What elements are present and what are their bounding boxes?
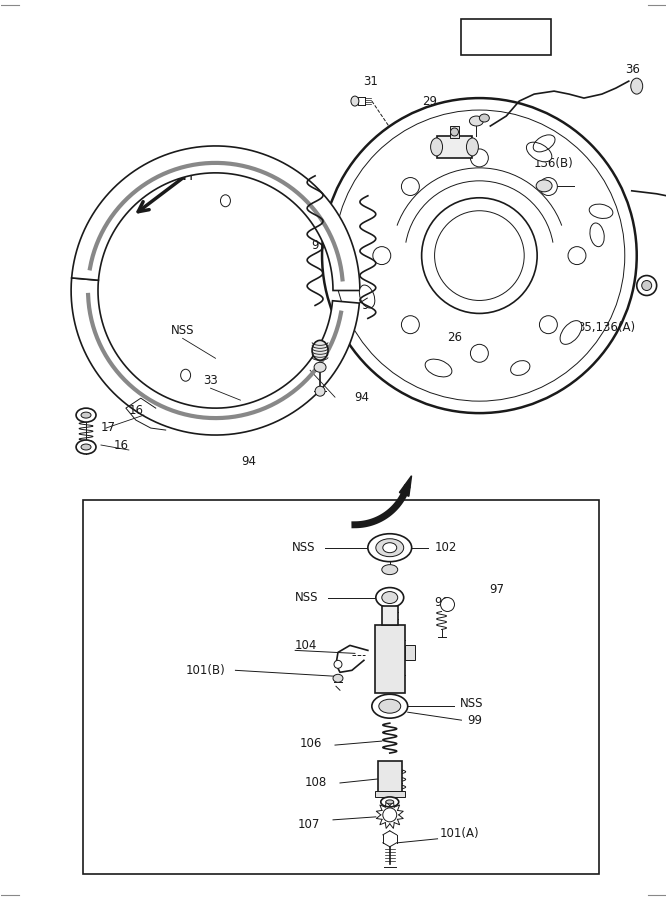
Ellipse shape (540, 316, 558, 334)
Text: NSS: NSS (460, 697, 483, 710)
Ellipse shape (368, 534, 412, 562)
Ellipse shape (470, 148, 488, 166)
Text: 106: 106 (300, 736, 323, 750)
Text: 96: 96 (435, 596, 450, 609)
Ellipse shape (382, 564, 398, 574)
Ellipse shape (351, 96, 359, 106)
Ellipse shape (382, 591, 398, 604)
Ellipse shape (386, 800, 394, 804)
Ellipse shape (333, 674, 343, 682)
Text: NSS: NSS (171, 324, 194, 337)
Text: 16: 16 (128, 403, 143, 417)
Text: 97: 97 (490, 583, 504, 596)
Text: FRONT: FRONT (149, 169, 196, 183)
Text: 31: 31 (364, 75, 378, 87)
Bar (375, 626, 405, 693)
Text: NSS: NSS (291, 541, 315, 554)
Text: 9: 9 (361, 299, 369, 312)
Bar (437, 136, 472, 158)
Polygon shape (400, 476, 412, 496)
Ellipse shape (637, 275, 656, 295)
Bar (462, 19, 551, 55)
Text: 17: 17 (101, 420, 115, 434)
Text: 99: 99 (468, 714, 482, 726)
Ellipse shape (383, 543, 397, 553)
Text: 101(A): 101(A) (440, 827, 479, 841)
Text: 9: 9 (311, 239, 319, 252)
Ellipse shape (402, 316, 420, 334)
Ellipse shape (642, 281, 652, 291)
Polygon shape (71, 278, 360, 435)
Ellipse shape (314, 363, 326, 373)
Ellipse shape (466, 138, 478, 156)
Ellipse shape (81, 412, 91, 418)
Ellipse shape (315, 386, 325, 396)
Ellipse shape (631, 78, 643, 94)
Ellipse shape (334, 661, 342, 669)
Text: 33: 33 (203, 374, 218, 387)
Ellipse shape (440, 598, 454, 611)
Text: 104: 104 (295, 639, 317, 652)
Polygon shape (71, 146, 360, 291)
Ellipse shape (431, 138, 442, 156)
Bar (382, 606, 398, 626)
Text: 94: 94 (241, 455, 256, 469)
Ellipse shape (425, 359, 452, 377)
Ellipse shape (379, 699, 401, 713)
Ellipse shape (181, 369, 191, 382)
Ellipse shape (422, 198, 537, 313)
Text: 35,136(A): 35,136(A) (577, 321, 635, 334)
Ellipse shape (381, 796, 399, 807)
Text: 36: 36 (625, 63, 640, 76)
Ellipse shape (373, 247, 391, 265)
Bar (450, 126, 460, 138)
Ellipse shape (312, 340, 328, 360)
Text: NSS: NSS (295, 591, 318, 604)
Ellipse shape (560, 320, 582, 345)
Bar (378, 761, 402, 793)
Ellipse shape (221, 194, 230, 207)
Ellipse shape (402, 177, 420, 195)
Text: 3-55: 3-55 (488, 31, 525, 49)
Ellipse shape (568, 247, 586, 265)
Bar (405, 645, 415, 661)
Ellipse shape (480, 114, 490, 122)
Text: 101(B): 101(B) (185, 664, 225, 677)
Ellipse shape (450, 128, 458, 136)
Ellipse shape (511, 361, 530, 375)
Ellipse shape (470, 345, 488, 363)
Ellipse shape (76, 440, 96, 454)
Ellipse shape (360, 285, 375, 308)
Ellipse shape (536, 180, 552, 192)
Ellipse shape (372, 694, 408, 718)
Ellipse shape (322, 98, 637, 413)
Ellipse shape (376, 588, 404, 608)
Text: 102: 102 (435, 541, 457, 554)
Text: 108: 108 (305, 777, 327, 789)
Ellipse shape (376, 539, 404, 557)
Bar (83, 500, 599, 874)
Text: 136(B): 136(B) (533, 158, 573, 170)
Ellipse shape (590, 223, 604, 247)
Ellipse shape (81, 444, 91, 450)
Ellipse shape (470, 116, 484, 126)
Text: 94: 94 (354, 391, 370, 404)
Ellipse shape (76, 408, 96, 422)
Text: 16: 16 (113, 438, 128, 452)
Ellipse shape (383, 808, 397, 822)
Text: 26: 26 (447, 331, 462, 344)
Text: 29: 29 (422, 94, 437, 108)
Bar (375, 791, 405, 796)
Ellipse shape (526, 142, 552, 162)
Ellipse shape (540, 177, 558, 195)
Text: 107: 107 (298, 818, 321, 832)
